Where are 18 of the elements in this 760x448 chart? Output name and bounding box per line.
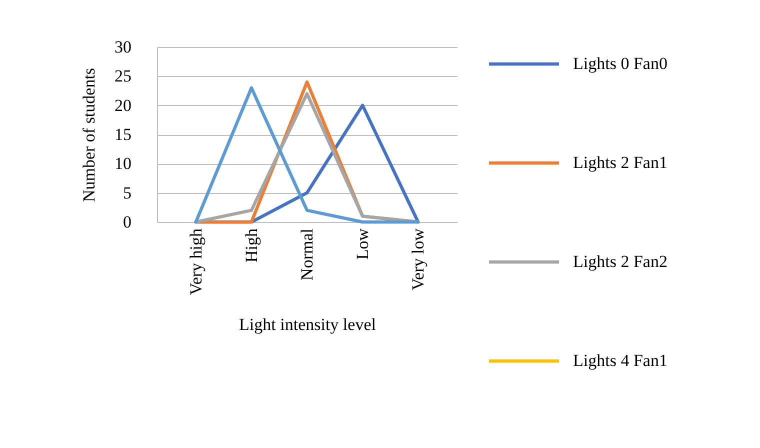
legend-label: Lights 0 Fan0 [573, 54, 668, 73]
legend-label: Lights 4 Fan1 [573, 351, 668, 370]
y-tick-label: 10 [114, 154, 132, 174]
y-tick-label: 15 [114, 125, 132, 144]
y-tick-label: 20 [114, 96, 132, 115]
y-tick-label: 0 [123, 212, 132, 232]
x-tick-label: Very high [186, 228, 206, 296]
x-tick-label: Normal [298, 228, 316, 280]
y-tick-label: 25 [114, 66, 132, 86]
x-tick-label: Low [353, 228, 372, 260]
y-tick-label: 30 [114, 38, 132, 56]
legend-label: Lights 2 Fan1 [573, 153, 668, 172]
y-axis-title: Number of students [80, 68, 98, 202]
x-tick-label: High [242, 228, 261, 262]
legend-label: Lights 2 Fan2 [573, 252, 668, 271]
y-tick-label: 5 [123, 183, 132, 202]
x-axis-title: Light intensity level [239, 315, 376, 334]
x-tick-label: Very low [408, 228, 428, 290]
